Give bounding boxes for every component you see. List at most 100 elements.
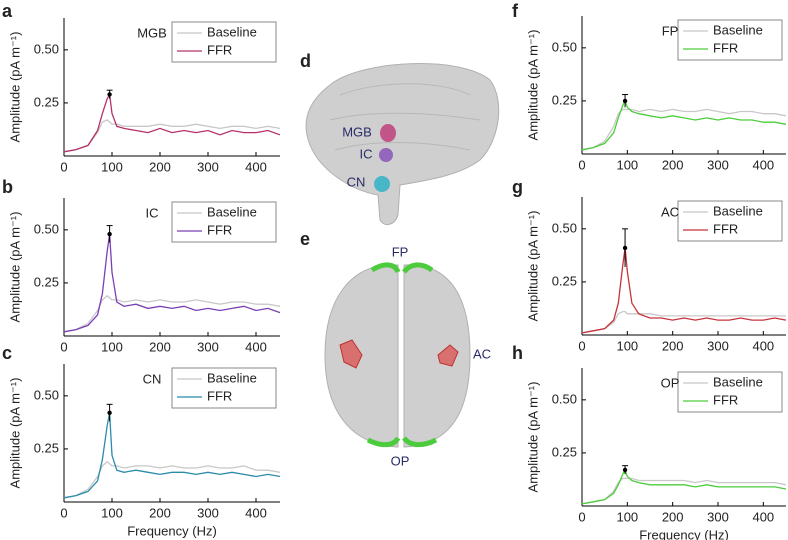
y-tick-label: 0.50	[34, 387, 59, 402]
x-tick-label: 300	[707, 157, 729, 172]
x-axis-label: Frequency (Hz)	[639, 527, 729, 540]
y-axis-label: Amplitude (pA m⁻¹)	[7, 378, 22, 489]
y-tick-label: 0.50	[552, 391, 577, 406]
legend-box	[171, 201, 277, 243]
x-tick-label: 200	[662, 157, 684, 172]
region-label: OP	[391, 453, 410, 468]
panel-e: e FP AC OP	[300, 229, 491, 469]
y-tick-label: 0.25	[34, 440, 59, 455]
panel-letter: b	[2, 177, 13, 197]
y-tick-label: 0.25	[552, 273, 577, 288]
series-line	[63, 294, 281, 333]
peak-marker	[107, 92, 112, 97]
region-label: CN	[347, 174, 366, 189]
panel-title: IC	[146, 205, 159, 220]
x-tick-label: 100	[616, 157, 638, 172]
y-tick-label: 0.25	[552, 92, 577, 107]
legend-label: FFR	[207, 222, 232, 237]
panel-title: AC	[661, 204, 679, 219]
x-tick-label: 400	[245, 505, 267, 520]
peak-marker	[107, 231, 112, 237]
x-tick-label: 200	[149, 159, 171, 174]
x-tick-label: 400	[752, 509, 774, 524]
panel-letter: g	[512, 177, 523, 197]
series-line	[63, 234, 281, 333]
y-tick-label: 0.50	[552, 220, 577, 235]
legend-label: Baseline	[713, 374, 763, 389]
legend-label: Baseline	[713, 22, 763, 37]
x-tick-label: 400	[245, 159, 267, 174]
panel-title: MGB	[137, 25, 167, 40]
series-line	[581, 99, 787, 151]
series-line	[63, 412, 281, 499]
x-tick-label: 300	[197, 159, 219, 174]
legend-box	[677, 371, 783, 413]
x-tick-label: 0	[578, 509, 585, 524]
legend-label: Baseline	[207, 370, 257, 385]
x-tick-label: 300	[707, 338, 729, 353]
series-line	[581, 477, 787, 505]
series-line	[581, 108, 787, 151]
legend-label: Baseline	[713, 203, 763, 218]
x-tick-label: 400	[752, 338, 774, 353]
legend-box	[171, 21, 277, 63]
region-label: MGB	[342, 124, 372, 139]
panel-letter: c	[2, 343, 12, 363]
ac-region	[437, 344, 459, 367]
y-axis-label: Amplitude (pA m⁻¹)	[7, 212, 22, 323]
x-tick-label: 200	[662, 509, 684, 524]
x-tick-label: 300	[707, 509, 729, 524]
ic-region	[379, 148, 393, 162]
ac-region	[339, 339, 363, 369]
mgb-region	[380, 124, 396, 142]
region-label: FP	[392, 244, 409, 259]
panel-letter: e	[300, 229, 310, 249]
y-axis-label: Amplitude (pA m⁻¹)	[525, 382, 540, 493]
legend-label: FFR	[713, 392, 738, 407]
y-tick-label: 0.25	[34, 274, 59, 289]
y-tick-label: 0.50	[34, 41, 59, 56]
x-tick-label: 100	[616, 509, 638, 524]
panel-d: d MGB IC CN	[300, 51, 500, 226]
series-line	[581, 468, 787, 505]
series-line	[581, 247, 787, 334]
x-tick-label: 200	[149, 505, 171, 520]
sulci	[329, 83, 481, 151]
y-axis-label: Amplitude (pA m⁻¹)	[7, 32, 22, 143]
x-tick-label: 100	[616, 338, 638, 353]
legend-label: Baseline	[207, 24, 257, 39]
x-tick-label: 200	[662, 338, 684, 353]
x-axis-label: Frequency (Hz)	[127, 523, 217, 538]
brain-right-hemisphere	[403, 264, 471, 448]
y-tick-label: 0.25	[552, 444, 577, 459]
x-tick-label: 400	[752, 157, 774, 172]
legend-box	[677, 200, 783, 242]
x-tick-label: 0	[578, 157, 585, 172]
x-tick-label: 0	[578, 338, 585, 353]
x-tick-label: 400	[245, 339, 267, 354]
series-line	[63, 119, 281, 153]
y-tick-label: 0.50	[552, 39, 577, 54]
legend-label: FFR	[207, 388, 232, 403]
x-tick-label: 300	[197, 505, 219, 520]
region-label: AC	[473, 346, 491, 361]
x-tick-label: 100	[101, 159, 123, 174]
y-tick-label: 0.50	[34, 221, 59, 236]
brain-sagittal	[305, 63, 500, 226]
x-tick-label: 0	[60, 505, 67, 520]
series-line	[63, 92, 281, 153]
y-axis-label: Amplitude (pA m⁻¹)	[525, 211, 540, 322]
y-axis-label: Amplitude (pA m⁻¹)	[525, 30, 540, 141]
y-tick-label: 0.25	[34, 94, 59, 109]
cn-region	[374, 176, 390, 192]
legend-label: FFR	[207, 42, 232, 57]
x-tick-label: 0	[60, 159, 67, 174]
panel-letter: h	[512, 343, 523, 363]
panel-title: CN	[143, 371, 162, 386]
legend-label: FFR	[713, 40, 738, 55]
series-line	[581, 310, 786, 334]
peak-marker	[622, 98, 628, 104]
peak-marker	[107, 410, 112, 416]
x-tick-label: 100	[101, 339, 123, 354]
